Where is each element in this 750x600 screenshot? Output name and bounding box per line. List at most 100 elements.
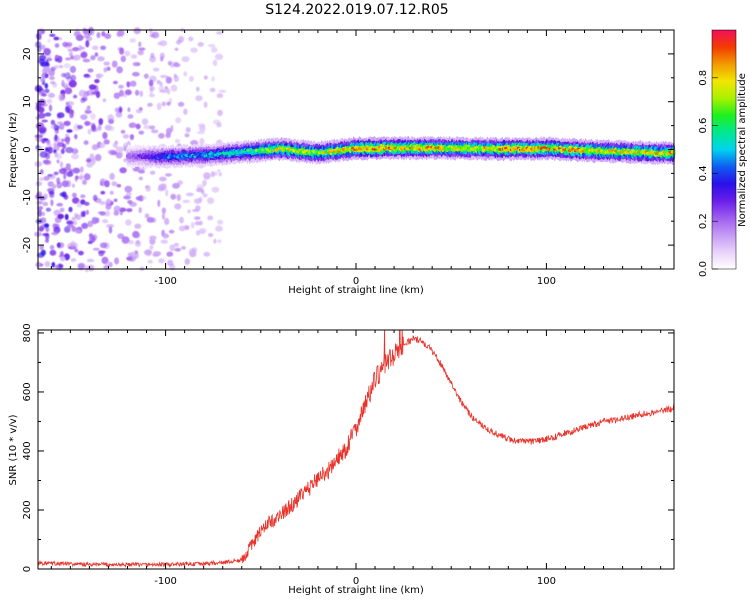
noise-mark [61,72,66,78]
noise-mark [66,171,74,177]
ridge-mark [481,146,485,149]
noise-mark [109,172,115,181]
noise-mark [70,240,76,249]
noise-mark [118,89,125,97]
noise-mark [49,249,57,256]
noise-mark [53,142,57,147]
noise-mark [80,51,88,59]
noise-mark [72,167,81,174]
noise-mark [105,203,112,210]
noise-mark [71,183,75,188]
noise-mark [134,223,142,229]
noise-mark [106,66,111,71]
noise-mark [114,257,120,265]
noise-mark [35,103,42,108]
noise-mark [50,124,57,130]
noise-mark [82,58,91,63]
y-tick-label: 20 [22,48,33,61]
noise-mark [161,207,167,214]
snr-x-ticks: -100 0 100 [50,330,662,587]
noise-mark [43,193,48,200]
noise-mark [48,92,55,98]
noise-mark [183,71,188,77]
y-tick-label: -20 [22,237,33,253]
noise-mark [83,173,91,181]
noise-mark [66,221,75,225]
noise-mark [170,193,177,200]
noise-mark [44,112,52,117]
noise-mark [49,245,55,250]
noise-mark [203,101,208,108]
noise-mark [38,54,47,61]
noise-mark [120,129,126,134]
noise-mark [44,88,50,94]
noise-mark [158,258,165,264]
noise-mark [213,238,217,244]
noise-mark [63,120,71,126]
noise-mark [149,28,153,34]
noise-mark [38,177,46,181]
noise-mark [44,223,50,228]
noise-mark [71,148,79,155]
snr-x-axis-label: Height of straight line (km) [288,585,424,596]
noise-mark [94,52,99,57]
noise-mark [39,44,46,50]
noise-mark [62,143,67,150]
noise-mark [151,31,160,39]
y-tick-label: 800 [22,323,33,342]
noise-mark [71,153,79,160]
noise-mark [104,33,112,40]
noise-mark [210,171,215,178]
noise-mark [211,76,215,82]
noise-mark [36,146,43,152]
noise-mark [102,219,109,224]
noise-mark [48,104,53,112]
noise-mark [215,225,223,232]
noise-mark [122,134,130,139]
noise-mark [39,151,48,158]
noise-mark [72,47,80,52]
noise-mark [45,59,49,67]
snr-y-ticks: 0 200 400 600 800 [22,323,674,572]
noise-mark [73,31,82,37]
noise-mark [217,239,222,244]
noise-mark [119,47,125,55]
x-tick-label: 100 [537,576,556,587]
noise-mark [120,55,127,63]
noise-mark [102,132,108,140]
noise-mark [48,69,55,77]
noise-mark [190,221,195,229]
noise-mark [80,97,86,103]
noise-mark [99,211,107,216]
y-tick-label: 0 [22,566,33,572]
noise-mark [35,181,43,187]
noise-mark [102,98,107,103]
noise-mark [185,192,194,197]
noise-mark [165,173,172,177]
noise-mark [95,217,100,224]
noise-mark [214,171,218,176]
noise-mark [86,258,95,263]
noise-mark [132,71,140,77]
noise-mark [44,261,51,267]
noise-mark [78,44,82,52]
noise-mark [37,209,42,217]
noise-mark [56,153,63,160]
noise-mark [81,222,89,229]
noise-mark [71,192,77,198]
noise-mark [100,190,106,195]
noise-mark [85,209,89,215]
noise-mark [45,238,49,243]
noise-mark [164,86,168,90]
noise-mark [215,31,223,35]
noise-mark [129,38,137,43]
noise-mark [193,198,202,205]
spectrogram-signal-ridge [125,135,676,169]
noise-mark [53,36,60,41]
noise-mark [116,66,123,74]
noise-mark [103,139,110,145]
noise-mark [160,56,164,62]
x-tick-label: 0 [353,276,359,287]
noise-mark [203,251,211,257]
noise-mark [175,117,182,124]
